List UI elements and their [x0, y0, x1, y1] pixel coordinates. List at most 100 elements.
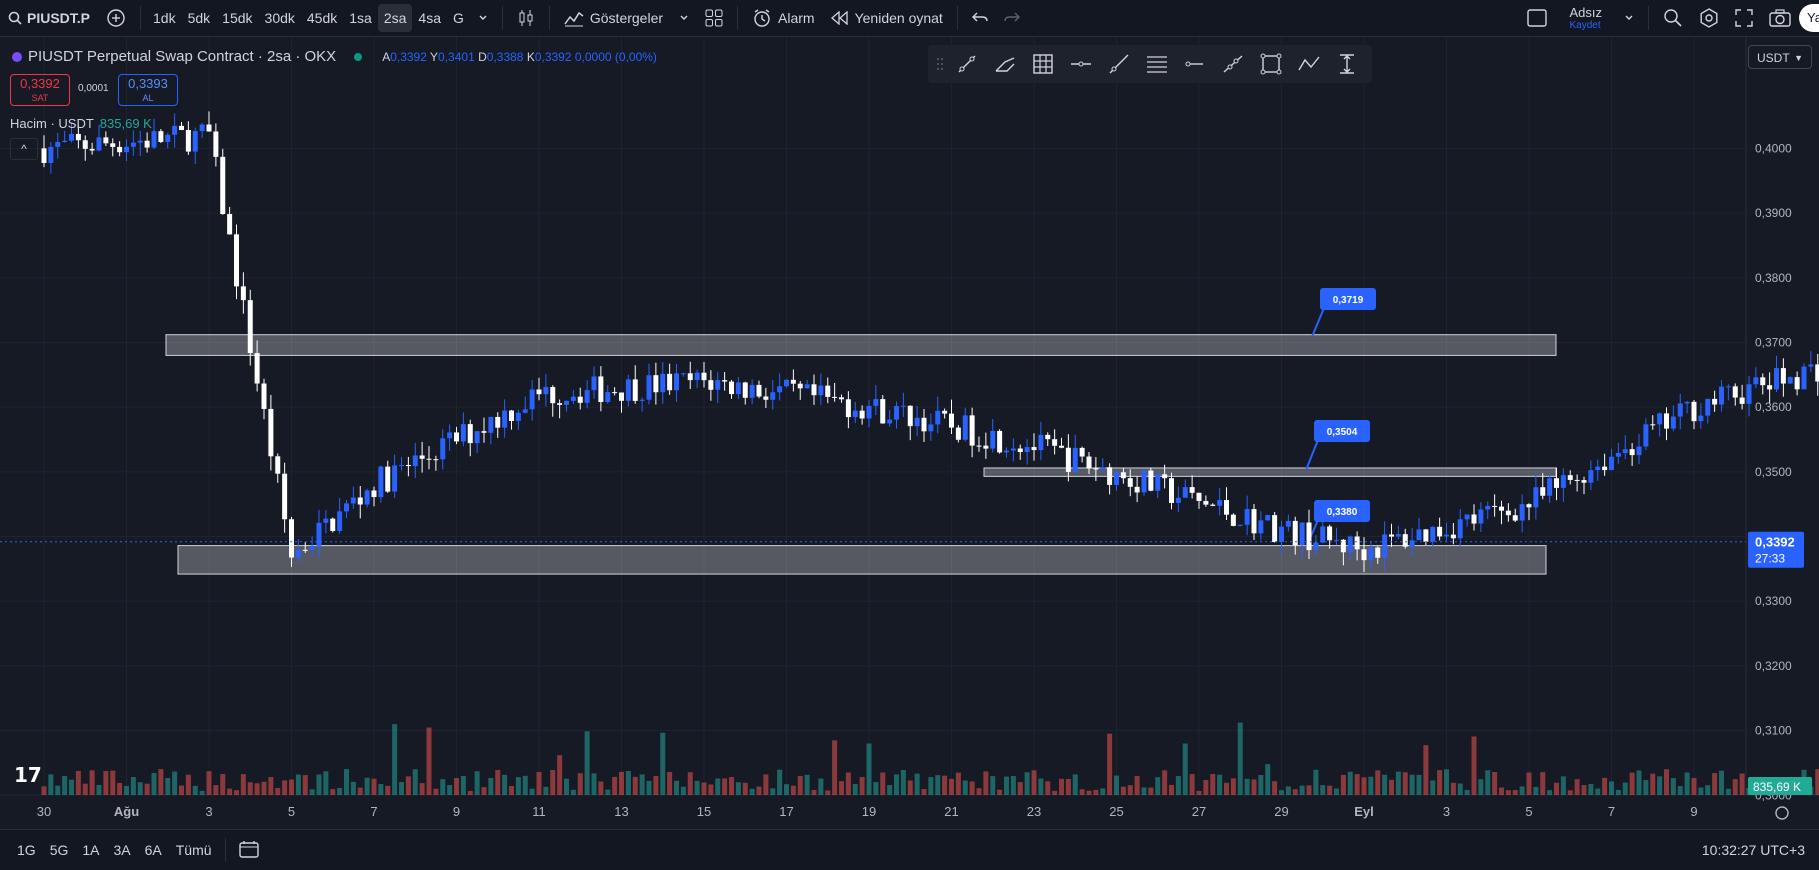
- settings-button[interactable]: [1691, 4, 1727, 32]
- candle-body: [413, 455, 418, 466]
- candle-body: [846, 399, 851, 417]
- volume-bar: [1485, 770, 1490, 795]
- compare-symbol-button[interactable]: [98, 4, 134, 32]
- interval-1dk[interactable]: 1dk: [147, 4, 182, 32]
- candle-body: [282, 474, 287, 520]
- candle-body: [330, 519, 335, 531]
- price-range-tool-button[interactable]: [1330, 49, 1364, 79]
- volume-bar: [488, 778, 493, 795]
- price-zone-rectangle[interactable]: [178, 546, 1546, 574]
- pitchfork-tool-button[interactable]: [988, 49, 1022, 79]
- chevron-down-icon: [478, 13, 488, 23]
- price-note-label: 0,3380: [1327, 507, 1358, 518]
- candle-body: [537, 389, 542, 394]
- extended-line-tool-button[interactable]: [1216, 49, 1250, 79]
- gann-box-tool-button[interactable]: [1026, 49, 1060, 79]
- interval-5dk[interactable]: 5dk: [182, 4, 217, 32]
- path-tool-button[interactable]: [1292, 49, 1326, 79]
- collapse-legend-button[interactable]: ^: [10, 138, 38, 160]
- volume-bar: [42, 786, 47, 795]
- currency-select[interactable]: USDT▼: [1748, 45, 1812, 69]
- candle-body: [110, 143, 115, 147]
- ray-tool-button[interactable]: [1102, 49, 1136, 79]
- candle-body: [227, 214, 232, 234]
- candle-body: [1100, 467, 1105, 469]
- range-6A[interactable]: 6A: [138, 842, 169, 858]
- candle-body: [1808, 364, 1813, 366]
- buy-button[interactable]: 0,3393 AL: [118, 74, 178, 106]
- snapshot-button[interactable]: [1761, 4, 1799, 32]
- candle-body: [784, 380, 789, 386]
- clock[interactable]: 10:32:27 UTC+3: [1695, 842, 1819, 858]
- volume-bar: [1238, 723, 1243, 795]
- candle-body: [1417, 529, 1422, 540]
- undo-button[interactable]: [964, 4, 996, 32]
- candle-body: [1045, 435, 1050, 439]
- interval-2sa[interactable]: 2sa: [378, 4, 413, 32]
- volume-bar: [825, 791, 830, 795]
- range-1A[interactable]: 1A: [75, 842, 106, 858]
- candle-body: [970, 415, 975, 445]
- search-icon: [8, 11, 22, 25]
- candle-body: [454, 432, 459, 441]
- volume-bar: [1245, 779, 1250, 795]
- volume-bar: [330, 789, 335, 795]
- layout-dropdown[interactable]: [1616, 4, 1642, 32]
- symbol-search[interactable]: PIUSDT.P: [0, 4, 98, 32]
- volume-bar: [915, 774, 920, 795]
- ray-icon: [1107, 52, 1131, 76]
- axis-settings-icon[interactable]: [1776, 807, 1788, 819]
- candle-body: [392, 465, 397, 491]
- time-tick-label: 9: [1690, 804, 1697, 819]
- volume-bar: [901, 770, 906, 795]
- volume-bar: [289, 780, 294, 795]
- redo-button[interactable]: [996, 4, 1028, 32]
- indicators-label: Göstergeler: [590, 10, 663, 26]
- alarm-button[interactable]: Alarm: [744, 4, 823, 32]
- price-tick-label: 0,3700: [1755, 335, 1792, 349]
- layout-name-button[interactable]: Adsız Kaydet: [1555, 2, 1616, 34]
- volume-bar: [997, 790, 1002, 795]
- candle-body: [983, 446, 988, 449]
- horizontal-ray-tool-button[interactable]: [1064, 49, 1098, 79]
- interval-dropdown[interactable]: [470, 4, 496, 32]
- layout-toggle-button[interactable]: [1519, 4, 1555, 32]
- trendline-tool-button[interactable]: [950, 49, 984, 79]
- interval-4sa[interactable]: 4sa: [412, 4, 447, 32]
- range-3A[interactable]: 3A: [107, 842, 138, 858]
- interval-30dk[interactable]: 30dk: [259, 4, 301, 32]
- range-Tümü[interactable]: Tümü: [169, 842, 219, 858]
- chart-type-button[interactable]: [509, 4, 543, 32]
- sell-button[interactable]: 0,3392 SAT: [10, 74, 70, 106]
- volume-bar: [1540, 772, 1545, 795]
- candle-body: [1465, 514, 1470, 519]
- candle-body: [942, 411, 947, 414]
- publish-button[interactable]: Ya: [1799, 4, 1819, 32]
- volume-bar: [750, 789, 755, 795]
- drag-handle-icon[interactable]: [934, 49, 946, 79]
- replay-button[interactable]: Yeniden oynat: [823, 4, 951, 32]
- interval-45dk[interactable]: 45dk: [301, 4, 343, 32]
- interval-G[interactable]: G: [447, 4, 470, 32]
- volume-bar: [640, 774, 645, 795]
- fullscreen-button[interactable]: [1727, 4, 1761, 32]
- price-zone-rectangle[interactable]: [166, 335, 1556, 356]
- interval-15dk[interactable]: 15dk: [216, 4, 258, 32]
- candle-body: [1169, 478, 1174, 503]
- range-5G[interactable]: 5G: [43, 842, 76, 858]
- quick-search-button[interactable]: [1655, 4, 1691, 32]
- rectangle-tool-button[interactable]: [1254, 49, 1288, 79]
- interval-1sa[interactable]: 1sa: [343, 4, 378, 32]
- parallel-channel-tool-button[interactable]: [1140, 49, 1174, 79]
- goto-date-button[interactable]: [232, 840, 266, 861]
- indicators-button[interactable]: Göstergeler: [556, 4, 697, 32]
- horizontal-segment-tool-button[interactable]: [1178, 49, 1212, 79]
- range-1G[interactable]: 1G: [10, 842, 43, 858]
- templates-button[interactable]: [697, 4, 731, 32]
- volume-bar: [1698, 788, 1703, 795]
- volume-bar: [860, 777, 865, 795]
- candle-body: [213, 131, 218, 156]
- volume-bar: [117, 783, 122, 795]
